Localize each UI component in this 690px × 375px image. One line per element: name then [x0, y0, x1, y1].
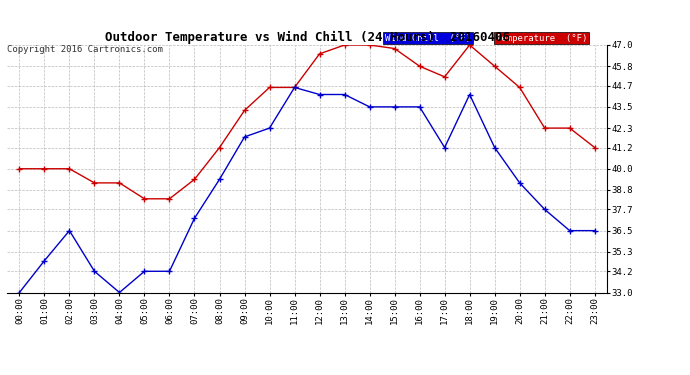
Text: Copyright 2016 Cartronics.com: Copyright 2016 Cartronics.com	[7, 45, 163, 54]
Title: Outdoor Temperature vs Wind Chill (24 Hours)  20160406: Outdoor Temperature vs Wind Chill (24 Ho…	[105, 31, 509, 44]
Text: Wind Chill  (°F): Wind Chill (°F)	[385, 33, 471, 42]
Text: Temperature  (°F): Temperature (°F)	[496, 33, 587, 42]
